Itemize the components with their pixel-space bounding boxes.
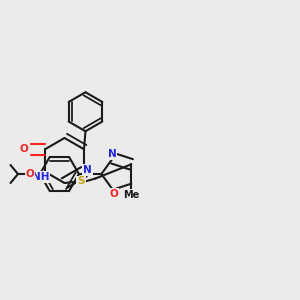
Text: S: S <box>77 176 85 187</box>
Text: NH: NH <box>32 172 49 182</box>
Text: N: N <box>83 165 92 175</box>
Text: O: O <box>109 189 118 199</box>
Text: Me: Me <box>123 190 140 200</box>
Text: O: O <box>20 144 28 154</box>
Text: N: N <box>108 149 117 159</box>
Text: O: O <box>26 169 34 179</box>
